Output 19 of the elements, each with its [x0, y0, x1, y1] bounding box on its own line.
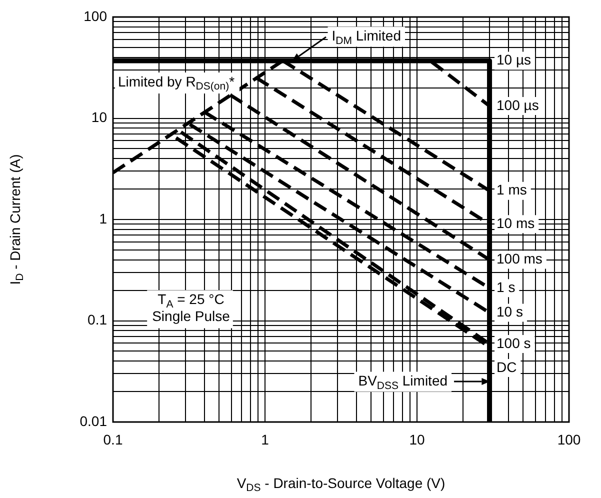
- series-label: DC: [496, 358, 517, 375]
- series-label: 1 ms: [496, 182, 527, 198]
- y-tick-label: 10: [91, 109, 108, 126]
- series-label: 1 s: [496, 278, 516, 295]
- series-label: 100 µs: [496, 96, 539, 113]
- series-label: 10 s: [496, 304, 523, 320]
- x-tick-label: 100: [557, 431, 581, 448]
- series-label: 10 µs: [496, 52, 532, 68]
- x-tick-label: 10: [409, 431, 425, 448]
- x-tick-label: 1: [261, 431, 270, 448]
- series-label: 100 s: [496, 334, 531, 351]
- series-label: 100 ms: [496, 250, 542, 267]
- y-tick-label: 100: [84, 8, 108, 24]
- y-tick-label: 1: [99, 210, 108, 226]
- x-tick-label: 0.1: [103, 431, 123, 448]
- y-tick-label: 0.1: [88, 312, 108, 328]
- y-tick-label: 0.01: [80, 412, 108, 429]
- series-label: 10 ms: [496, 214, 535, 231]
- y-axis-title: ID - Drain Current (A): [6, 154, 26, 285]
